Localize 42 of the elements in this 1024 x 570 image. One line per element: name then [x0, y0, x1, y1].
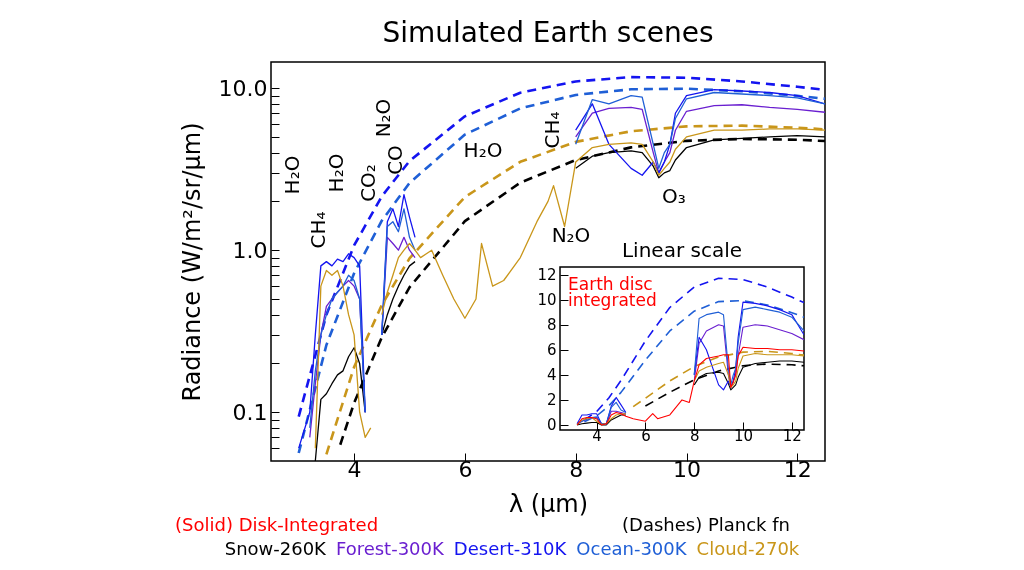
y-tick-label: 10 — [537, 291, 557, 310]
x-tick-label: 6 — [458, 456, 473, 482]
text: Earth disc integrated — [568, 274, 657, 310]
text: Ocean-300K — [576, 538, 687, 559]
x-axis-title: λ (μm) — [508, 489, 589, 518]
chart-title: Linear scale — [621, 238, 743, 262]
y-tick-label: 12 — [537, 266, 557, 285]
x-tick-label: 10 — [673, 456, 701, 482]
y-tick-label: 1.0 — [232, 237, 268, 263]
text: (Solid) Disk-Integrated — [175, 514, 379, 535]
annotation: N₂O — [551, 223, 591, 247]
y-tick-label: 2 — [546, 391, 557, 410]
x-tick-label: 4 — [347, 456, 362, 482]
y-axis-title: Radiance (W/m²/sr/μm) — [177, 122, 206, 402]
annotation: H₂O — [463, 138, 503, 162]
y-tick-label: 10.0 — [218, 75, 268, 101]
y-tick-label: 6 — [546, 341, 557, 360]
chart-title: Simulated Earth scenes — [382, 16, 714, 49]
annotation: CH₄ — [540, 111, 564, 149]
text: Desert-310K — [453, 538, 567, 559]
x-tick-label: 10 — [733, 426, 754, 445]
x-tick-label: 12 — [782, 426, 802, 445]
annotation: CO₂ — [356, 164, 380, 202]
text: (Dashes) Planck fn — [622, 514, 790, 535]
x-tick-label: 8 — [569, 456, 584, 482]
x-tick-label: 4 — [592, 426, 602, 445]
y-tick-label: 0 — [546, 416, 557, 435]
x-tick-label: 8 — [689, 426, 700, 445]
text: Forest-300K — [335, 538, 444, 559]
text: Cloud-270k — [696, 538, 800, 559]
annotation: CO — [383, 145, 407, 175]
x-tick-label: 6 — [641, 426, 651, 445]
y-tick-label: 0.1 — [232, 399, 268, 425]
annotation: H₂O — [324, 153, 348, 193]
y-tick-label: 8 — [546, 316, 557, 335]
annotation: H₂O — [280, 155, 304, 195]
text: Snow-260K — [224, 538, 326, 559]
x-tick-label: 12 — [783, 456, 812, 482]
annotation: O₃ — [662, 184, 686, 208]
y-tick-label: 4 — [546, 366, 557, 385]
annotation: CH₄ — [306, 211, 330, 249]
annotation: N₂O — [371, 98, 395, 138]
